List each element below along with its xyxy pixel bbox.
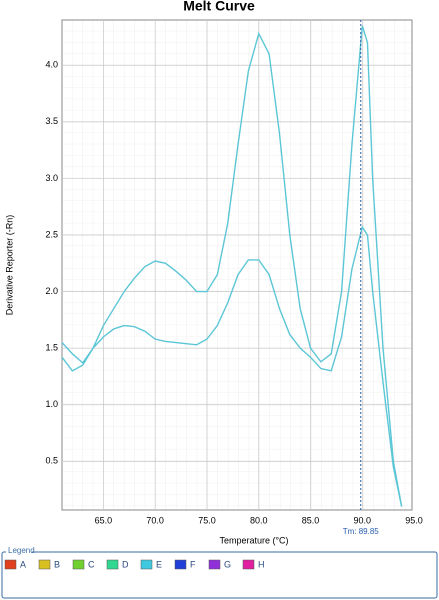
legend-swatch bbox=[72, 559, 85, 570]
x-axis-label: Temperature (°C) bbox=[219, 535, 288, 545]
legend-label: G bbox=[224, 559, 231, 569]
legend-label: D bbox=[122, 559, 129, 569]
x-tick-label: 75.0 bbox=[198, 515, 216, 525]
y-tick-label: 1.5 bbox=[45, 343, 58, 353]
x-tick-label: 70.0 bbox=[146, 515, 164, 525]
legend-label: H bbox=[258, 559, 265, 569]
legend-title: Legend bbox=[8, 546, 35, 555]
x-tick-label: 90.0 bbox=[354, 515, 372, 525]
y-tick-label: 2.0 bbox=[45, 286, 58, 296]
legend-title-bg bbox=[6, 547, 32, 556]
legend-swatch bbox=[242, 559, 255, 570]
legend-swatch bbox=[140, 559, 153, 570]
legend-label: E bbox=[156, 559, 162, 569]
legend-box bbox=[1, 551, 438, 599]
legend-swatch bbox=[4, 559, 17, 570]
tm-label: Tm: 89.85 bbox=[343, 527, 380, 536]
y-tick-label: 3.0 bbox=[45, 173, 58, 183]
x-tick-label: 85.0 bbox=[302, 515, 320, 525]
y-axis-label: Derivative Reporter (-Rn) bbox=[4, 215, 14, 316]
chart-title: Melt Curve bbox=[183, 0, 255, 14]
series-line bbox=[61, 25, 403, 507]
y-tick-label: 1.0 bbox=[45, 399, 58, 409]
legend-swatch bbox=[208, 559, 221, 570]
y-tick-label: 0.5 bbox=[45, 456, 58, 466]
x-tick-label: 80.0 bbox=[250, 515, 268, 525]
y-tick-label: 2.5 bbox=[45, 229, 58, 239]
y-tick-label: 4.0 bbox=[45, 60, 58, 70]
legend-swatch bbox=[174, 559, 187, 570]
legend-swatch bbox=[38, 559, 51, 570]
x-tick-label: 95.0 bbox=[405, 515, 423, 525]
legend-label: A bbox=[20, 559, 26, 569]
plot-area bbox=[61, 19, 413, 511]
legend-swatch bbox=[106, 559, 119, 570]
legend-label: B bbox=[54, 559, 60, 569]
legend-label: F bbox=[190, 559, 196, 569]
legend-label: C bbox=[88, 559, 95, 569]
x-tick-label: 65.0 bbox=[95, 515, 113, 525]
series-line bbox=[61, 225, 403, 507]
y-tick-label: 3.5 bbox=[45, 116, 58, 126]
